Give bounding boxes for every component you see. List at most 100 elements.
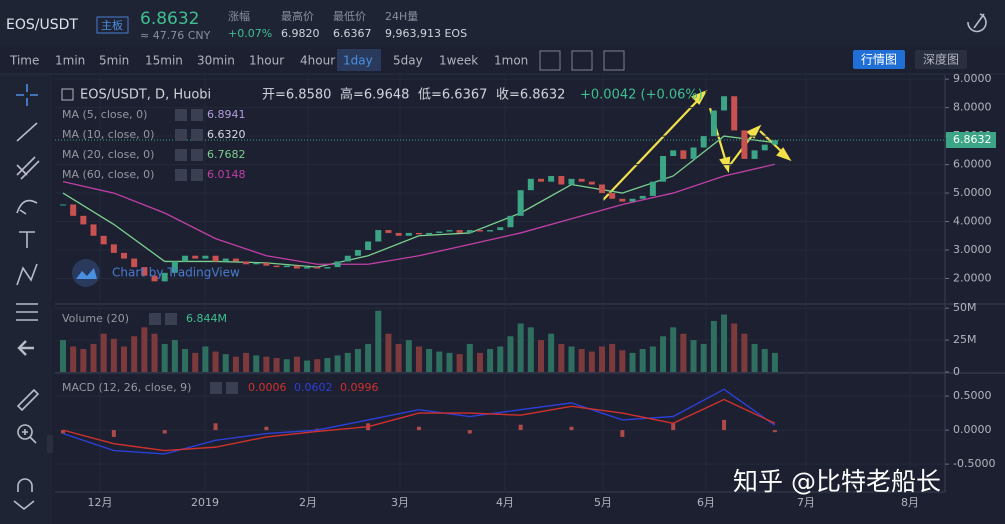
indicator-button[interactable] bbox=[191, 129, 203, 141]
volume-bar bbox=[629, 352, 636, 372]
view-button[interactable] bbox=[853, 50, 905, 69]
stat-value: 9,963,913 EOS bbox=[385, 27, 467, 40]
candle bbox=[161, 272, 168, 282]
histogram-bar bbox=[569, 426, 574, 431]
volume-bar bbox=[365, 343, 372, 372]
interval-button[interactable]: 5min bbox=[99, 54, 129, 68]
indicator-button[interactable] bbox=[175, 129, 187, 141]
candle bbox=[660, 156, 667, 182]
volume-bar bbox=[456, 354, 463, 372]
volume-bar bbox=[771, 352, 778, 372]
y-tick-label: -0.5000 bbox=[953, 457, 995, 470]
histogram-bar bbox=[620, 430, 625, 437]
volume-bar bbox=[70, 346, 77, 372]
candle bbox=[375, 230, 382, 242]
tool-icons[interactable] bbox=[13, 84, 40, 511]
histogram-bar bbox=[467, 430, 472, 434]
ohlc-value: 低=6.6367 bbox=[418, 88, 487, 103]
indicator-button[interactable] bbox=[175, 169, 187, 181]
indicator-button[interactable] bbox=[191, 149, 203, 161]
volume-bar bbox=[314, 359, 321, 372]
chart-title: EOS/USDT, D, Huobi bbox=[80, 88, 211, 103]
indicator-name: MA (20, close, 0) bbox=[62, 148, 154, 161]
interval-button[interactable]: 1hour bbox=[249, 54, 284, 68]
volume-bar bbox=[751, 343, 758, 372]
candle bbox=[385, 230, 392, 233]
y-tick-label: 6.0000 bbox=[953, 158, 992, 171]
candle bbox=[741, 130, 748, 159]
y-tick-label: 50M bbox=[953, 301, 977, 314]
volume-bar bbox=[151, 333, 158, 372]
volume-bar bbox=[680, 333, 687, 372]
candle bbox=[283, 265, 290, 268]
tool-button[interactable] bbox=[603, 50, 625, 71]
candle bbox=[700, 136, 707, 148]
time-tick-label: 5月 bbox=[594, 496, 612, 509]
indicator-value: 6.8941 bbox=[207, 108, 246, 121]
view-button[interactable] bbox=[915, 50, 967, 69]
histogram-bar bbox=[416, 426, 421, 431]
indicator-button[interactable] bbox=[175, 149, 187, 161]
stat-label: 最低价 bbox=[333, 10, 366, 23]
candle bbox=[344, 255, 351, 262]
settings-icon[interactable] bbox=[967, 13, 987, 33]
volume-bar bbox=[273, 357, 280, 372]
volume-bar bbox=[670, 327, 677, 372]
volume-bar bbox=[354, 349, 361, 372]
indicator-button[interactable] bbox=[226, 382, 238, 394]
candle bbox=[558, 175, 565, 185]
candle bbox=[70, 204, 77, 216]
indicator-button[interactable] bbox=[175, 109, 187, 121]
y-tick-label: 2.0000 bbox=[953, 272, 992, 285]
volume-bar bbox=[446, 352, 453, 372]
ohlc-value: 开=6.8580 bbox=[262, 88, 331, 103]
volume-bar bbox=[304, 360, 311, 372]
active-interval bbox=[337, 49, 381, 71]
interval-button[interactable]: 5day bbox=[393, 54, 423, 68]
last-price-tag bbox=[946, 131, 996, 148]
stat-value: 6.9820 bbox=[281, 27, 320, 40]
volume-bar bbox=[649, 346, 656, 372]
view-label[interactable]: 深度图 bbox=[923, 52, 959, 67]
indicator-button[interactable] bbox=[210, 382, 222, 394]
interval-button[interactable]: Time bbox=[9, 54, 39, 68]
indicator-button[interactable] bbox=[149, 313, 161, 325]
candle bbox=[202, 255, 209, 259]
candle bbox=[466, 230, 473, 233]
candle bbox=[222, 258, 229, 262]
macd-line bbox=[62, 398, 776, 452]
candle bbox=[293, 265, 300, 269]
candle bbox=[578, 178, 585, 182]
volume-bar bbox=[487, 349, 494, 372]
volume-bar bbox=[426, 349, 433, 372]
view-label[interactable]: 行情图 bbox=[861, 53, 897, 67]
candle bbox=[90, 224, 97, 236]
interval-button[interactable]: 1day bbox=[343, 54, 373, 68]
indicator-button[interactable] bbox=[165, 313, 177, 325]
volume-bar bbox=[507, 336, 514, 372]
volume-bar bbox=[263, 356, 270, 372]
interval-button[interactable]: 1min bbox=[55, 54, 85, 68]
candle bbox=[527, 178, 534, 191]
interval-button[interactable]: 30min bbox=[197, 54, 235, 68]
candle bbox=[690, 147, 697, 159]
candle bbox=[192, 255, 199, 259]
candle bbox=[304, 267, 311, 269]
volume-bar bbox=[436, 351, 443, 372]
candle bbox=[446, 230, 453, 232]
candle bbox=[771, 140, 778, 145]
tool-button[interactable] bbox=[571, 50, 593, 71]
collapse-handle[interactable] bbox=[47, 435, 53, 453]
interval-button[interactable]: 15min bbox=[145, 54, 183, 68]
interval-button[interactable]: 4hour bbox=[300, 54, 335, 68]
indicator-button[interactable] bbox=[191, 169, 203, 181]
collapse-box[interactable] bbox=[61, 88, 74, 101]
tool-button[interactable] bbox=[539, 50, 561, 71]
indicator-button[interactable] bbox=[191, 109, 203, 121]
volume-bar bbox=[690, 340, 697, 372]
interval-button[interactable]: 1mon bbox=[494, 54, 528, 68]
interval-button[interactable]: 1week bbox=[439, 54, 478, 68]
volume-bar bbox=[395, 343, 402, 372]
y-tick-label: 0.0000 bbox=[953, 423, 992, 436]
time-tick-label: 12月 bbox=[88, 496, 113, 509]
